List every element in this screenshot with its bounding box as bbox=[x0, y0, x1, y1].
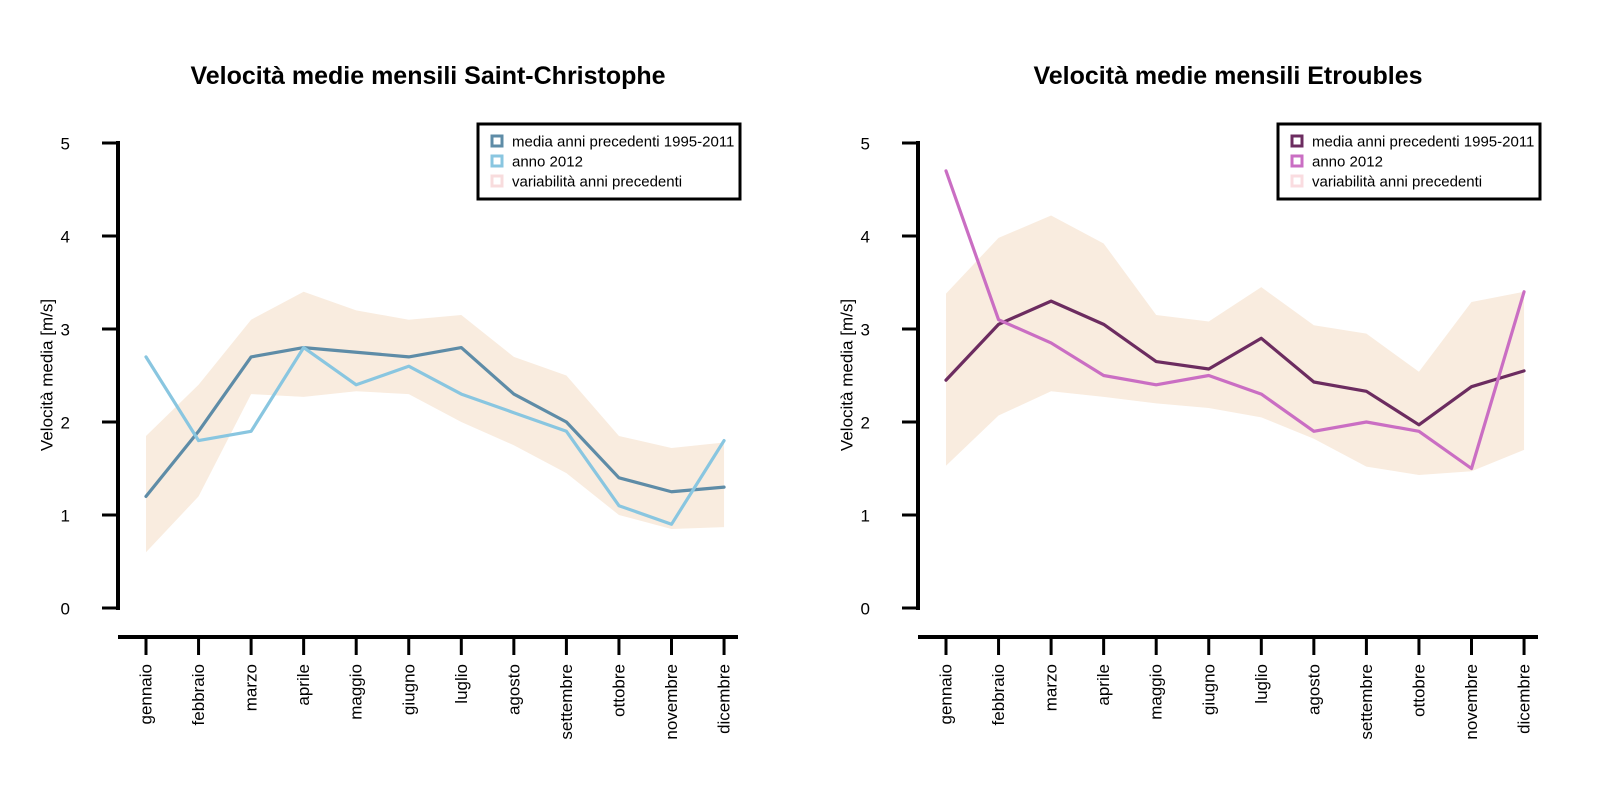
x-tick-label-gennaio: gennaio bbox=[937, 664, 956, 725]
x-tick-label-aprile: aprile bbox=[1094, 664, 1113, 706]
legend-marker-media-anni-precedenti-1995-2011 bbox=[1290, 134, 1304, 148]
legend-label-media-anni-precedenti-1995-2011: media anni precedenti 1995-2011 bbox=[1312, 134, 1534, 151]
y-tick-label: 4 bbox=[861, 228, 870, 247]
x-tick-label-marzo: marzo bbox=[242, 664, 261, 711]
x-tick-label-gennaio: gennaio bbox=[137, 664, 156, 725]
variability-band bbox=[146, 291, 725, 553]
y-tick-label: 3 bbox=[61, 321, 70, 340]
x-tick-label-marzo: marzo bbox=[1042, 664, 1061, 711]
x-tick-label-novembre: novembre bbox=[1462, 664, 1481, 740]
series-line-anno-2012 bbox=[144, 346, 726, 526]
legend-label-media-anni-precedenti-1995-2011: media anni precedenti 1995-2011 bbox=[512, 134, 734, 151]
y-tick-label: 1 bbox=[61, 507, 70, 526]
series-line-media-anni-precedenti-1995-2011 bbox=[144, 346, 726, 498]
y-axis-label: Velocità media [m/s] bbox=[38, 299, 57, 451]
x-tick-label-giugno: giugno bbox=[399, 664, 418, 715]
x-tick-label-maggio: maggio bbox=[347, 664, 366, 720]
x-tick-label-settembre: settembre bbox=[557, 664, 576, 740]
x-tick-label-agosto: agosto bbox=[1304, 664, 1323, 715]
variability-band bbox=[946, 215, 1525, 476]
legend-marker-anno-2012 bbox=[1290, 154, 1304, 168]
legend: media anni precedenti 1995-2011 anno 2012… bbox=[1276, 122, 1542, 201]
y-tick-label: 2 bbox=[61, 414, 70, 433]
legend-label-anno-2012: anno 2012 bbox=[1312, 154, 1383, 171]
chart-title: Velocità medie mensili Saint-Christophe bbox=[190, 62, 665, 90]
x-tick-label-ottobre: ottobre bbox=[609, 664, 628, 717]
x-tick-label-aprile: aprile bbox=[294, 664, 313, 706]
y-tick-label: 1 bbox=[861, 507, 870, 526]
legend-box bbox=[476, 122, 742, 201]
y-tick-label: 0 bbox=[61, 600, 70, 619]
series-line-media-anni-precedenti-1995-2011 bbox=[944, 299, 1526, 427]
legend-marker-media-anni-precedenti-1995-2011 bbox=[490, 134, 504, 148]
legend-label-variabilit-anni-precedenti: variabilità anni precedenti bbox=[512, 174, 682, 191]
legend-box bbox=[1276, 122, 1542, 201]
legend-marker-variabilit-anni-precedenti bbox=[1290, 174, 1304, 188]
y-tick-label: 5 bbox=[61, 135, 70, 154]
y-tick-label: 4 bbox=[61, 228, 70, 247]
chart-title: Velocità medie mensili Etroubles bbox=[1033, 62, 1422, 90]
x-tick-label-dicembre: dicembre bbox=[1515, 664, 1534, 734]
x-tick-label-luglio: luglio bbox=[1252, 664, 1271, 704]
y-tick-label: 2 bbox=[861, 414, 870, 433]
x-tick-label-giugno: giugno bbox=[1199, 664, 1218, 715]
x-tick-label-settembre: settembre bbox=[1357, 664, 1376, 740]
chart-saint-christophe: Velocità medie mensili Saint-Christophe V… bbox=[38, 62, 742, 740]
x-tick-label-febbraio: febbraio bbox=[989, 664, 1008, 725]
x-tick-label-novembre: novembre bbox=[662, 664, 681, 740]
legend: media anni precedenti 1995-2011 anno 2012… bbox=[476, 122, 742, 201]
x-tick-label-maggio: maggio bbox=[1147, 664, 1166, 720]
series-line-anno-2012 bbox=[944, 169, 1526, 471]
x-tick-label-luglio: luglio bbox=[452, 664, 471, 704]
y-tick-label: 5 bbox=[861, 135, 870, 154]
x-tick-label-febbraio: febbraio bbox=[189, 664, 208, 725]
legend-marker-variabilit-anni-precedenti bbox=[490, 174, 504, 188]
x-tick-label-agosto: agosto bbox=[504, 664, 523, 715]
chart-etroubles: Velocità medie mensili Etroubles Velocità… bbox=[838, 62, 1542, 740]
y-tick-label: 3 bbox=[861, 321, 870, 340]
x-tick-label-ottobre: ottobre bbox=[1409, 664, 1428, 717]
legend-label-anno-2012: anno 2012 bbox=[512, 154, 583, 171]
y-axis-label: Velocità media [m/s] bbox=[838, 299, 857, 451]
legend-label-variabilit-anni-precedenti: variabilità anni precedenti bbox=[1312, 174, 1482, 191]
x-tick-label-dicembre: dicembre bbox=[715, 664, 734, 734]
y-tick-label: 0 bbox=[861, 600, 870, 619]
legend-marker-anno-2012 bbox=[490, 154, 504, 168]
